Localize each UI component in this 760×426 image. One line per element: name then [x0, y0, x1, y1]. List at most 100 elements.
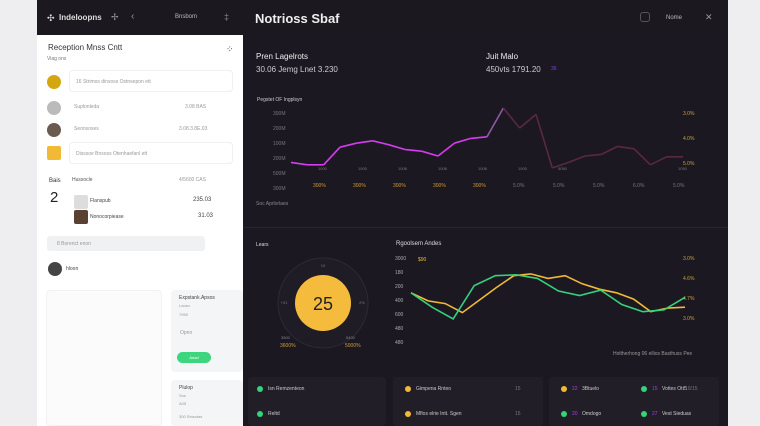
series-segment: [617, 145, 635, 150]
app-icon: ✣: [47, 13, 55, 23]
series-segment: [552, 161, 569, 169]
big-number: 2: [50, 189, 59, 206]
legend-label: 3Btuelo: [582, 386, 599, 392]
legend-tag: 22: [572, 386, 578, 392]
y-tick-label-right: 4.7%: [683, 296, 695, 302]
stat-value: 30.06 Jemg Lnet 3.230: [256, 65, 338, 74]
legend-card: [549, 377, 719, 426]
nav-label[interactable]: Bnsbom: [175, 14, 198, 20]
left-panel: Reception Mnss Cntt Viag ons ⁘ 16 Strimo…: [37, 35, 243, 426]
y-tick-label-right: 3.0%: [683, 316, 695, 322]
app-icon: [47, 146, 61, 160]
y-tick-label-right: 4.0%: [683, 136, 695, 142]
legend-value: 15: [515, 411, 521, 417]
pin-icon-2[interactable]: ‡: [224, 12, 230, 22]
list-item[interactable]: 16 Strimos dinsoss Ostnsepon ett: [69, 70, 233, 92]
main-line-chart: 300M 200M 100M 200M 500M 300M 3.0% 4.0% 5.0% 1000…: [273, 107, 695, 192]
item-name: Nonocorpiease: [90, 214, 124, 220]
legend-dot: [561, 386, 567, 392]
section-label: Bais: [49, 178, 61, 184]
divider: [243, 227, 728, 228]
series-line: [410, 273, 686, 320]
grid-menu-icon[interactable]: ⁘: [226, 44, 234, 54]
x-tick-label: 300%: [473, 183, 486, 189]
metric-dropdown[interactable]: Pegstet OF Ingplsyn: [257, 97, 303, 103]
thumbnail: [74, 210, 88, 224]
x-tick-label: 300%: [313, 183, 326, 189]
legend-dot: [641, 386, 647, 392]
legend-value: 15: [515, 386, 521, 392]
series-segment: [633, 148, 651, 166]
chart-footer: Soc Aprlorlaes: [256, 201, 289, 207]
home-link[interactable]: Nome: [666, 15, 683, 21]
legend-dot: [561, 411, 567, 417]
x-tick-label: 5.0%: [553, 183, 565, 189]
y-tick-label-right: 3.0%: [683, 111, 695, 117]
gauge-chart: 25 10 +31 2%: [277, 257, 369, 349]
y-tick-label-right: 5.0%: [683, 161, 695, 167]
legend-card: [248, 377, 386, 426]
x-tick-label: 6.0%: [633, 183, 645, 189]
chart2-badge: $90: [418, 257, 427, 263]
search-input[interactable]: 8 Borenct enon: [47, 236, 205, 251]
filter-dropdown[interactable]: Viag ons: [47, 56, 67, 62]
status-link[interactable]: 300 Stnsotas: [179, 414, 203, 419]
legend-dot: [641, 411, 647, 417]
series-segment: [454, 137, 471, 144]
series-segment: [405, 148, 422, 152]
y-tick-label: 3000: [395, 256, 406, 262]
panel-title: Reception Mnss Cntt: [48, 43, 123, 52]
list-item-label: Seonsoses: [74, 126, 99, 132]
list-item[interactable]: Disssoe Bnsoss Otenhaefanl ett: [69, 142, 233, 164]
legend-dot: [405, 386, 411, 392]
stat-badge: 36: [551, 66, 557, 72]
legend-label: Vest Sieduas: [662, 411, 692, 417]
item-value: 235.03: [193, 197, 212, 203]
gauge-fill: [295, 275, 351, 331]
close-icon[interactable]: ✕: [705, 12, 713, 22]
back-icon[interactable]: ‹: [131, 11, 135, 22]
section-value: 4/5600 CAS: [179, 177, 206, 183]
svg-text:2%: 2%: [359, 300, 365, 305]
list-item-value: 3.08 BAS: [185, 104, 207, 110]
pin-icon[interactable]: ✢: [111, 12, 119, 22]
add-button[interactable]: Anad: [177, 352, 211, 363]
info-card: Plulop Sos A05 300 Stnsotas: [171, 380, 243, 426]
avatar: [47, 75, 61, 89]
x-tick-label: 1008: [438, 166, 448, 171]
y-tick-label: 200: [395, 284, 404, 290]
gauge-title: Lears: [256, 242, 269, 248]
y-tick-label: 500M: [273, 171, 286, 177]
x-tick-label: 1008: [478, 166, 488, 171]
top-bar: ✣ Indeloopns ✢ ‹ Bnsbom ‡ Notrioss Sbaf …: [37, 0, 728, 35]
map-panel[interactable]: [46, 290, 162, 426]
x-tick-label: 1005: [518, 166, 528, 171]
series-segment: [584, 153, 602, 157]
legend-tag: 27: [652, 411, 658, 417]
stat-value: 450vts 1791.20: [486, 65, 541, 74]
y-tick-label: 400: [395, 298, 404, 304]
item-name: Flanspub: [90, 198, 111, 204]
legend-card: [393, 377, 543, 426]
legend-dot: [257, 386, 263, 392]
y-tick-label: 100M: [273, 141, 286, 147]
series-segment: [421, 150, 439, 157]
y-tick-label: 200M: [273, 126, 286, 132]
legend-label: Vottes Ott5: [662, 386, 687, 392]
svg-text:+31: +31: [281, 300, 289, 305]
legend-label: Mflos elrie Intt. Sgen: [416, 411, 462, 417]
legend-label: Gimpena Rnteo: [416, 386, 452, 392]
gauge-value: 25: [313, 294, 333, 314]
x-tick-label: 5050: [558, 166, 568, 171]
x-tick-label: 300%: [393, 183, 406, 189]
x-tick-label: 1008: [398, 166, 408, 171]
x-tick-label: 5.0%: [513, 183, 525, 189]
y-tick-label-right: 4.6%: [683, 276, 695, 282]
avatar: [47, 123, 61, 137]
item-value: 31.03: [198, 213, 214, 219]
x-tick-label: 1050: [678, 166, 688, 171]
gauge-stat: 5000%: [345, 343, 361, 349]
open-link[interactable]: Opnn: [180, 330, 193, 336]
help-icon[interactable]: [640, 12, 650, 22]
page-title: Notrioss Sbaf: [255, 11, 340, 26]
